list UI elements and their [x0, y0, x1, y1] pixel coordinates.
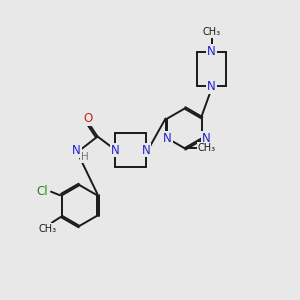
Text: N: N: [72, 144, 81, 157]
Text: N: N: [163, 132, 172, 145]
Text: H: H: [81, 152, 88, 163]
Text: CH₃: CH₃: [202, 27, 220, 37]
Text: N: N: [207, 45, 216, 58]
Text: N: N: [207, 80, 216, 93]
Text: CH₃: CH₃: [197, 143, 215, 153]
Text: O: O: [84, 112, 93, 125]
Text: N: N: [110, 143, 119, 157]
Text: Cl: Cl: [37, 184, 48, 198]
Text: CH₃: CH₃: [38, 224, 56, 234]
Text: N: N: [202, 132, 211, 145]
Text: N: N: [142, 143, 151, 157]
